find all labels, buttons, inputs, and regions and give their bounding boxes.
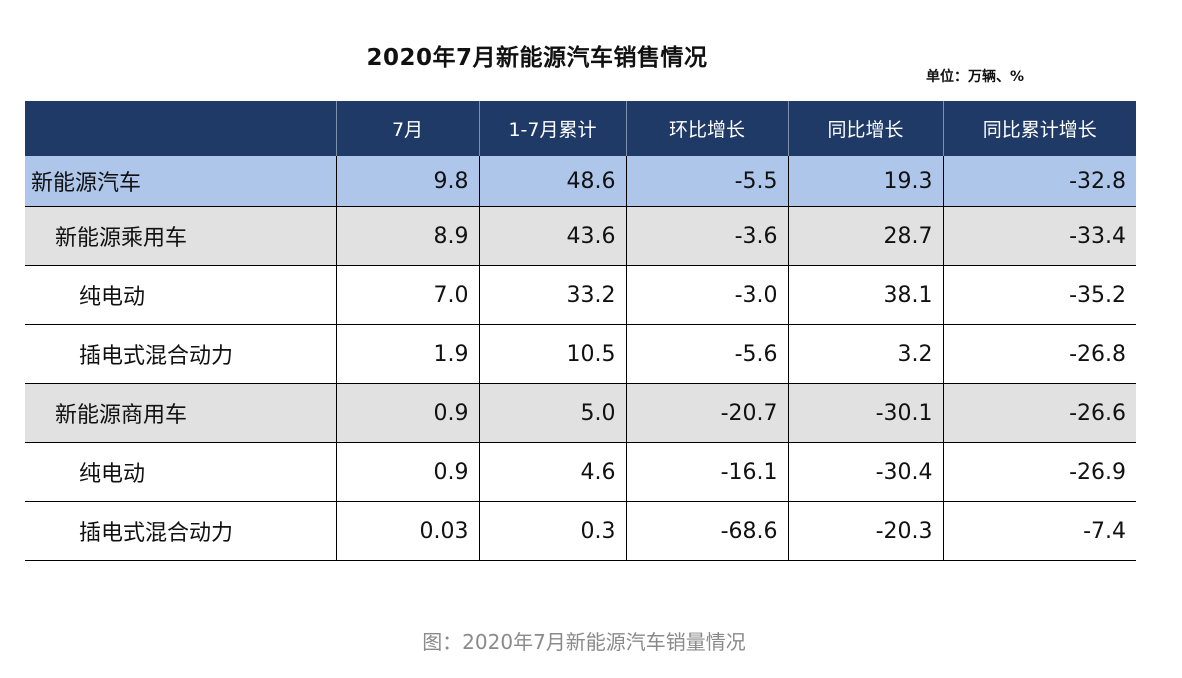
table-row: 插电式混合动力 0.03 0.3 -68.6 -20.3 -7.4 bbox=[25, 501, 1136, 561]
table-row: 插电式混合动力 1.9 10.5 -5.6 3.2 -26.8 bbox=[25, 324, 1136, 384]
cell-month: 0.03 bbox=[335, 501, 479, 561]
row-label: 纯电动 bbox=[25, 442, 336, 502]
cell-yoy-growth: 3.2 bbox=[787, 324, 943, 384]
cell-cumulative: 48.6 bbox=[478, 156, 626, 207]
unit-note: 单位：万辆、% bbox=[926, 69, 1025, 85]
cell-mom-growth: -5.6 bbox=[625, 324, 788, 384]
cell-cumulative: 43.6 bbox=[478, 206, 626, 266]
cell-yoy-cumulative-growth: -26.8 bbox=[942, 324, 1136, 384]
table-header-row: 7月 1-7月累计 环比增长 同比增长 同比累计增长 bbox=[25, 101, 1136, 156]
cell-month: 0.9 bbox=[335, 442, 479, 502]
cell-mom-growth: -3.6 bbox=[625, 206, 788, 266]
header-cell-month: 7月 bbox=[335, 101, 479, 156]
header-cell-cumulative: 1-7月累计 bbox=[478, 101, 626, 156]
row-label: 新能源乘用车 bbox=[25, 206, 336, 266]
cell-month: 9.8 bbox=[335, 156, 479, 207]
cell-yoy-growth: 38.1 bbox=[787, 265, 943, 325]
table-row: 新能源汽车 9.8 48.6 -5.5 19.3 -32.8 bbox=[25, 156, 1136, 207]
cell-yoy-growth: -30.4 bbox=[787, 442, 943, 502]
figure-caption: 图：2020年7月新能源汽车销量情况 bbox=[422, 630, 746, 654]
row-label: 纯电动 bbox=[25, 265, 336, 325]
table-row: 纯电动 7.0 33.2 -3.0 38.1 -35.2 bbox=[25, 265, 1136, 325]
cell-mom-growth: -16.1 bbox=[625, 442, 788, 502]
sales-table: 7月 1-7月累计 环比增长 同比增长 同比累计增长 新能源汽车 9.8 48.… bbox=[25, 101, 1136, 561]
cell-mom-growth: -68.6 bbox=[625, 501, 788, 561]
cell-yoy-cumulative-growth: -33.4 bbox=[942, 206, 1136, 266]
table-row: 新能源乘用车 8.9 43.6 -3.6 28.7 -33.4 bbox=[25, 206, 1136, 266]
table-row: 纯电动 0.9 4.6 -16.1 -30.4 -26.9 bbox=[25, 442, 1136, 502]
table-title: 2020年7月新能源汽车销售情况 bbox=[366, 45, 708, 71]
cell-cumulative: 10.5 bbox=[478, 324, 626, 384]
cell-cumulative: 4.6 bbox=[478, 442, 626, 502]
cell-cumulative: 33.2 bbox=[478, 265, 626, 325]
cell-yoy-cumulative-growth: -35.2 bbox=[942, 265, 1136, 325]
cell-yoy-cumulative-growth: -26.6 bbox=[942, 383, 1136, 443]
cell-mom-growth: -5.5 bbox=[625, 156, 788, 207]
cell-cumulative: 0.3 bbox=[478, 501, 626, 561]
cell-yoy-growth: -30.1 bbox=[787, 383, 943, 443]
row-label: 插电式混合动力 bbox=[25, 501, 336, 561]
cell-yoy-growth: 28.7 bbox=[787, 206, 943, 266]
table-body: 新能源汽车 9.8 48.6 -5.5 19.3 -32.8 新能源乘用车 8.… bbox=[25, 156, 1136, 561]
cell-mom-growth: -3.0 bbox=[625, 265, 788, 325]
cell-month: 8.9 bbox=[335, 206, 479, 266]
table-row: 新能源商用车 0.9 5.0 -20.7 -30.1 -26.6 bbox=[25, 383, 1136, 443]
row-label: 新能源商用车 bbox=[25, 383, 336, 443]
cell-cumulative: 5.0 bbox=[478, 383, 626, 443]
header-cell-yoy-cumulative-growth: 同比累计增长 bbox=[942, 101, 1136, 156]
cell-mom-growth: -20.7 bbox=[625, 383, 788, 443]
header-cell-category bbox=[25, 101, 336, 156]
cell-month: 7.0 bbox=[335, 265, 479, 325]
cell-month: 0.9 bbox=[335, 383, 479, 443]
cell-yoy-growth: -20.3 bbox=[787, 501, 943, 561]
row-label: 插电式混合动力 bbox=[25, 324, 336, 384]
header-cell-mom-growth: 环比增长 bbox=[625, 101, 788, 156]
row-label: 新能源汽车 bbox=[25, 156, 336, 207]
cell-month: 1.9 bbox=[335, 324, 479, 384]
cell-yoy-growth: 19.3 bbox=[787, 156, 943, 207]
header-cell-yoy-growth: 同比增长 bbox=[787, 101, 943, 156]
cell-yoy-cumulative-growth: -32.8 bbox=[942, 156, 1136, 207]
cell-yoy-cumulative-growth: -26.9 bbox=[942, 442, 1136, 502]
cell-yoy-cumulative-growth: -7.4 bbox=[942, 501, 1136, 561]
